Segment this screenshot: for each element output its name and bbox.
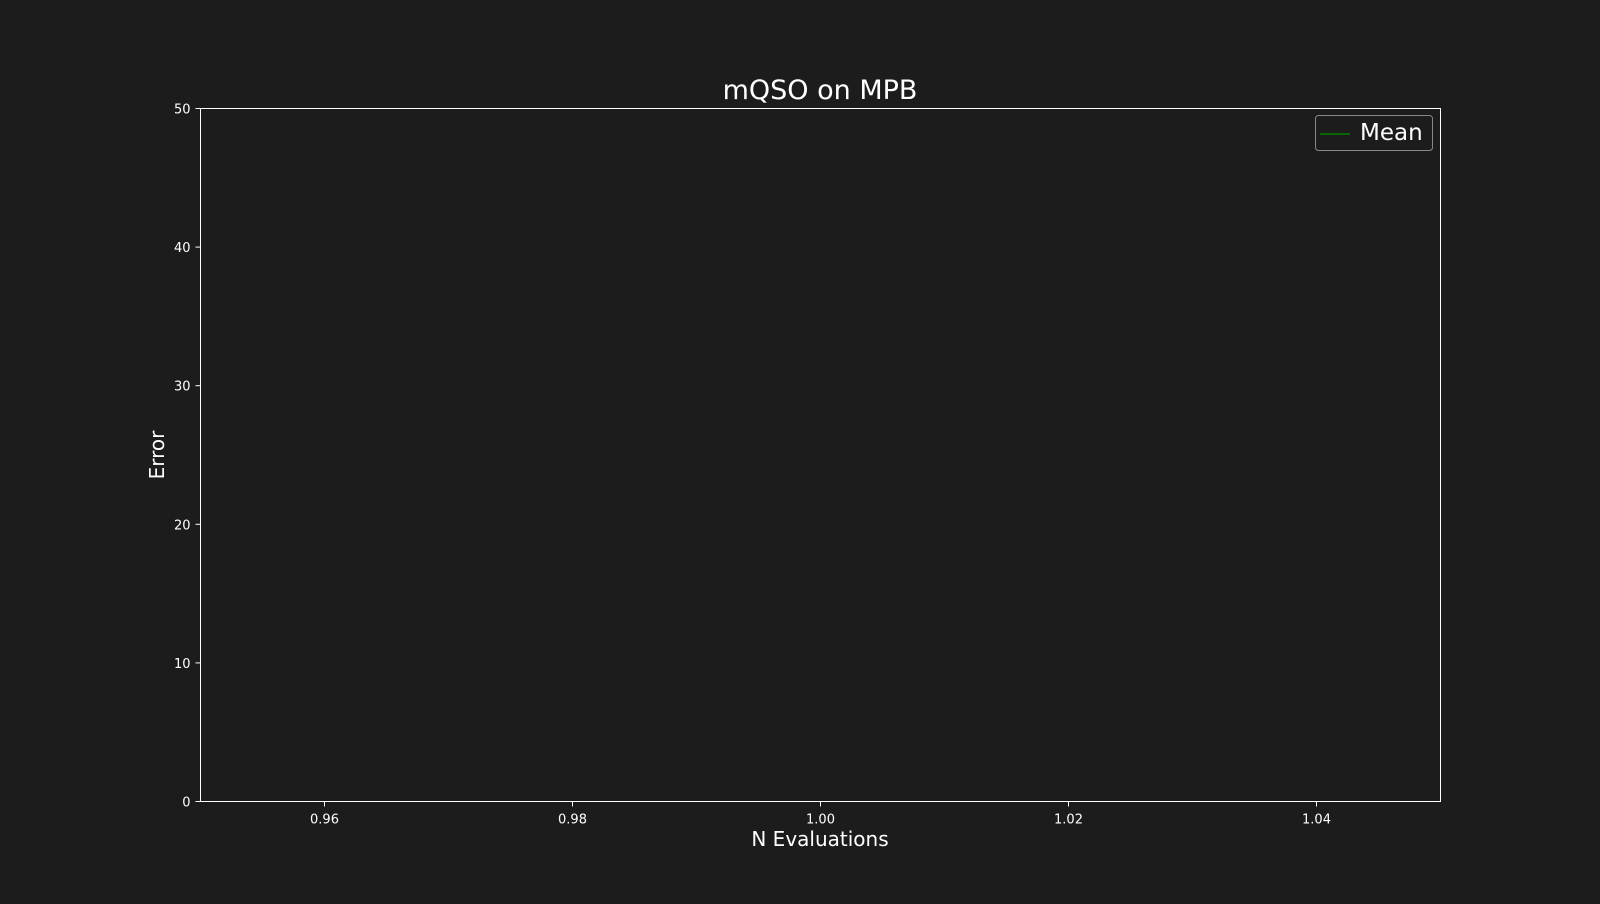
y-tick-label: 40 (174, 241, 191, 256)
y-tick-label: 10 (174, 657, 191, 672)
x-axis-ticks: 0.96 0.98 1.00 1.02 1.04 (310, 801, 1331, 828)
legend: Mean (1315, 115, 1433, 151)
y-tick-label: 30 (174, 380, 191, 395)
x-tick-label: 1.00 (806, 813, 835, 828)
legend-label-mean: Mean (1360, 120, 1423, 146)
y-tick-label: 0 (182, 796, 190, 811)
x-axis-label: N Evaluations (751, 827, 888, 851)
chart-title: mQSO on MPB (723, 75, 918, 106)
x-tick-label: 1.04 (1302, 813, 1331, 828)
legend-box (1315, 115, 1433, 151)
y-axis-label: Error (145, 430, 169, 480)
y-tick-label: 50 (174, 103, 191, 118)
y-tick-label: 20 (174, 518, 191, 533)
x-tick-label: 1.02 (1054, 813, 1083, 828)
x-tick-label: 0.98 (558, 813, 587, 828)
y-axis-ticks: 0 10 20 30 40 50 (174, 103, 201, 811)
x-tick-label: 0.96 (310, 813, 339, 828)
